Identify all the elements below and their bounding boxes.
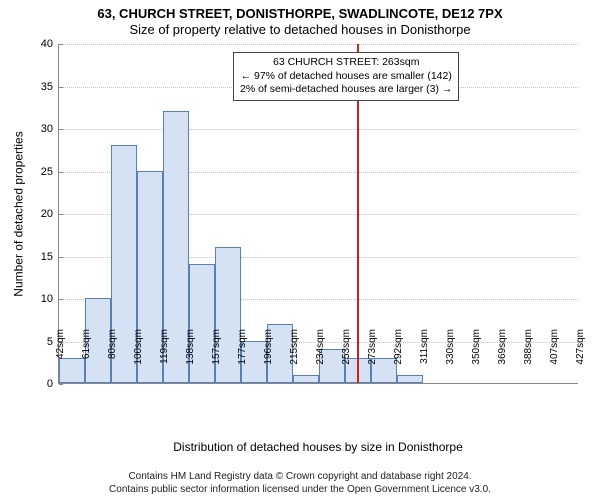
footer: Contains HM Land Registry data © Crown c… bbox=[0, 470, 600, 496]
x-tick-label: 157sqm bbox=[211, 329, 222, 389]
x-tick-label: 311sqm bbox=[419, 329, 430, 389]
y-tick-label: 40 bbox=[41, 38, 59, 50]
x-tick-label: 330sqm bbox=[445, 329, 456, 389]
x-tick-label: 407sqm bbox=[549, 329, 560, 389]
footer-line2: Contains public sector information licen… bbox=[0, 483, 600, 496]
chart-container: 63, CHURCH STREET, DONISTHORPE, SWADLINC… bbox=[0, 0, 600, 500]
x-tick-label: 427sqm bbox=[575, 329, 586, 389]
y-tick-label: 10 bbox=[41, 293, 59, 305]
y-tick-label: 20 bbox=[41, 208, 59, 220]
callout-line2: ← 97% of detached houses are smaller (14… bbox=[240, 70, 452, 84]
callout-box: 63 CHURCH STREET: 263sqm ← 97% of detach… bbox=[233, 52, 459, 101]
x-tick-label: 119sqm bbox=[159, 329, 170, 389]
y-axis-label: Number of detached properties bbox=[12, 44, 26, 384]
x-tick-label: 273sqm bbox=[367, 329, 378, 389]
x-tick-label: 138sqm bbox=[185, 329, 196, 389]
x-tick-label: 80sqm bbox=[107, 329, 118, 389]
x-tick-label: 369sqm bbox=[497, 329, 508, 389]
y-tick-label: 15 bbox=[41, 251, 59, 263]
gridline bbox=[59, 129, 578, 130]
chart-area: 051015202530354042sqm61sqm80sqm100sqm119… bbox=[58, 44, 578, 384]
footer-line1: Contains HM Land Registry data © Crown c… bbox=[0, 470, 600, 483]
y-tick-label: 35 bbox=[41, 81, 59, 93]
title-block: 63, CHURCH STREET, DONISTHORPE, SWADLINC… bbox=[0, 0, 600, 39]
title-line1: 63, CHURCH STREET, DONISTHORPE, SWADLINC… bbox=[0, 6, 600, 22]
callout-line3: 2% of semi-detached houses are larger (3… bbox=[240, 83, 452, 97]
x-tick-label: 388sqm bbox=[523, 329, 534, 389]
x-tick-label: 42sqm bbox=[55, 329, 66, 389]
x-tick-label: 100sqm bbox=[133, 329, 144, 389]
x-tick-label: 196sqm bbox=[263, 329, 274, 389]
x-tick-label: 177sqm bbox=[237, 329, 248, 389]
title-line2: Size of property relative to detached ho… bbox=[0, 22, 600, 38]
x-tick-label: 253sqm bbox=[341, 329, 352, 389]
callout-line1: 63 CHURCH STREET: 263sqm bbox=[240, 56, 452, 70]
x-tick-label: 61sqm bbox=[81, 329, 92, 389]
y-tick-label: 25 bbox=[41, 166, 59, 178]
y-tick-label: 30 bbox=[41, 123, 59, 135]
x-tick-label: 234sqm bbox=[315, 329, 326, 389]
x-tick-label: 215sqm bbox=[289, 329, 300, 389]
gridline bbox=[59, 44, 578, 45]
x-tick-label: 350sqm bbox=[471, 329, 482, 389]
x-tick-label: 292sqm bbox=[393, 329, 404, 389]
x-axis-label: Distribution of detached houses by size … bbox=[58, 440, 578, 454]
